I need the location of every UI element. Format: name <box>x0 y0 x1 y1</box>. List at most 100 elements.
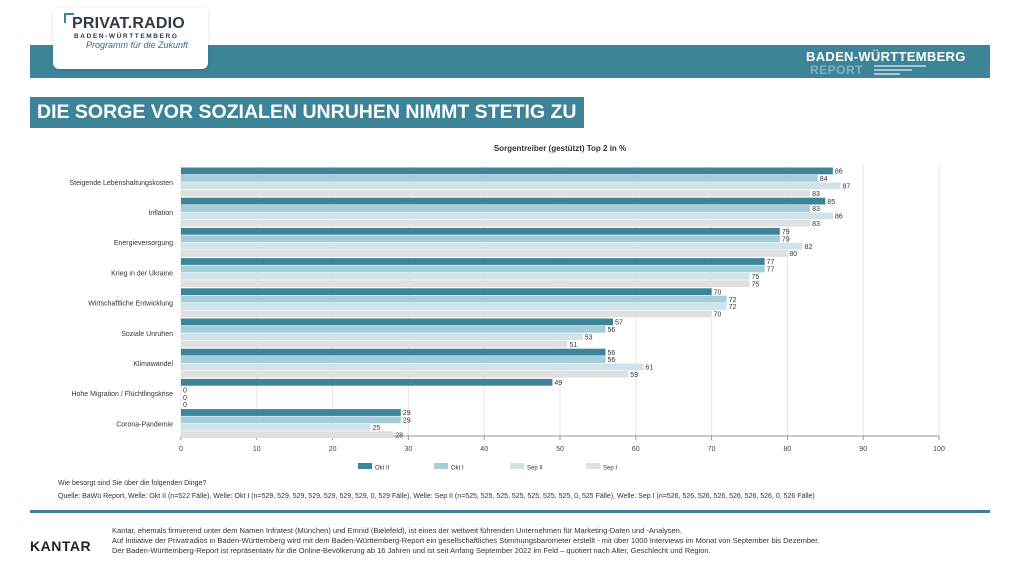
bar <box>181 416 401 424</box>
x-tick-label: 60 <box>632 446 640 453</box>
bar <box>181 303 727 310</box>
logo-tagline: Programm für die Zukunft <box>86 40 189 50</box>
logo-title: PRIVAT.RADIO <box>72 15 185 32</box>
data-label: 83 <box>812 191 820 198</box>
footer-line-1: Kantar, ehemals firmierend unter dem Nam… <box>112 526 682 535</box>
legend-swatch <box>586 463 600 469</box>
data-label: 56 <box>607 357 615 364</box>
category-label: Energieversorgung <box>114 240 173 247</box>
category-label: Hohe Migration / Flüchtlingskrise <box>71 391 173 398</box>
bar <box>181 272 750 280</box>
x-tick-label: 10 <box>253 446 261 453</box>
footer-text: Kantar, ehemals firmierend unter dem Nam… <box>112 526 819 556</box>
data-label: 85 <box>827 199 835 206</box>
category-label: Soziale Unruhen <box>121 331 173 338</box>
report-title: BADEN-WÜRTTEMBERG <box>806 49 966 64</box>
report-bars-icon <box>874 65 926 77</box>
bar <box>181 212 833 220</box>
legend-swatch <box>358 463 372 469</box>
question-note: Wie besorgt sind Sie über die folgenden … <box>58 480 207 487</box>
legend-label: Sep II <box>527 466 543 472</box>
kantar-logo: KANTAR <box>30 538 92 554</box>
source-note: Quelle: BaWü Report, Welle: Okt II (n=52… <box>58 493 815 500</box>
x-tick-label: 50 <box>556 446 564 453</box>
x-tick-label: 80 <box>784 446 792 453</box>
page-title: DIE SORGE VOR SOZIALEN UNRUHEN NIMMT STE… <box>30 97 584 128</box>
data-label: 0 <box>183 387 187 394</box>
x-tick-label: 20 <box>329 446 337 453</box>
legend-swatch <box>434 463 448 469</box>
data-label: 77 <box>767 259 775 266</box>
bar <box>181 378 553 386</box>
data-label: 56 <box>607 350 615 357</box>
data-label: 86 <box>835 169 843 176</box>
data-label: 53 <box>585 334 593 341</box>
data-label: 80 <box>789 251 797 258</box>
report-subtitle: REPORT <box>810 63 864 77</box>
legend-label: Sep I <box>603 466 617 472</box>
bar <box>181 356 606 363</box>
bar <box>181 250 788 257</box>
footer-line-3: Der Baden-Württemberg-Report ist repräse… <box>112 546 711 555</box>
x-tick-label: 40 <box>480 446 488 453</box>
data-label: 57 <box>615 320 623 327</box>
bar <box>181 167 833 175</box>
data-label: 29 <box>403 410 411 417</box>
data-label: 0 <box>183 402 187 409</box>
x-tick-label: 100 <box>933 446 945 453</box>
bar <box>181 340 568 348</box>
category-label: Corona-Pandemie <box>116 421 173 428</box>
category-label: Klimawandel <box>133 361 173 368</box>
bar <box>181 370 629 378</box>
logo-subtitle: BADEN-WÜRTTEMBERG <box>74 33 179 40</box>
data-label: 84 <box>820 176 828 183</box>
data-label: 61 <box>645 365 653 372</box>
bar <box>181 280 750 288</box>
data-label: 59 <box>630 372 638 379</box>
data-label: 49 <box>554 380 562 387</box>
footer-divider <box>30 510 990 513</box>
x-tick-label: 30 <box>405 446 413 453</box>
bar <box>181 288 712 296</box>
data-label: 87 <box>842 183 850 190</box>
bar <box>181 205 811 212</box>
bar <box>181 318 614 326</box>
data-label: 0 <box>183 395 187 402</box>
category-label: Krieg in der Ukraine <box>111 270 173 277</box>
category-label: Wirtschaftliche Entwicklung <box>88 301 173 308</box>
bar <box>181 333 583 341</box>
bar <box>181 242 803 250</box>
data-label: 77 <box>767 267 775 274</box>
chart-title: Sorgentreiber (gestützt) Top 2 in % <box>494 144 626 153</box>
legend-swatch <box>510 463 524 469</box>
data-label: 83 <box>812 221 820 228</box>
bar <box>181 182 841 190</box>
data-label: 51 <box>570 342 578 349</box>
data-label: 83 <box>812 206 820 213</box>
data-label: 70 <box>714 312 722 319</box>
bar <box>181 310 712 318</box>
data-label: 25 <box>373 425 381 432</box>
logo <box>53 8 208 69</box>
bar <box>181 197 826 205</box>
x-tick-label: 90 <box>859 446 867 453</box>
bar <box>181 265 765 273</box>
bar <box>181 431 394 439</box>
bar <box>181 409 401 416</box>
bar <box>181 227 780 235</box>
category-label: Steigende Lebenshaltungskosten <box>69 180 173 187</box>
bar <box>181 258 765 265</box>
data-label: 28 <box>395 432 403 439</box>
data-label: 56 <box>607 327 615 334</box>
legend-label: Okt II <box>375 466 390 472</box>
data-label: 82 <box>805 244 813 251</box>
data-label: 29 <box>403 418 411 425</box>
bar <box>181 423 371 431</box>
bar <box>181 235 780 243</box>
data-label: 72 <box>729 304 737 311</box>
bar <box>181 325 606 333</box>
footer-line-2: Auf Initiative der Privatradios in Baden… <box>112 536 820 545</box>
data-label: 75 <box>752 274 760 281</box>
bar <box>181 363 644 371</box>
bar <box>181 219 811 227</box>
